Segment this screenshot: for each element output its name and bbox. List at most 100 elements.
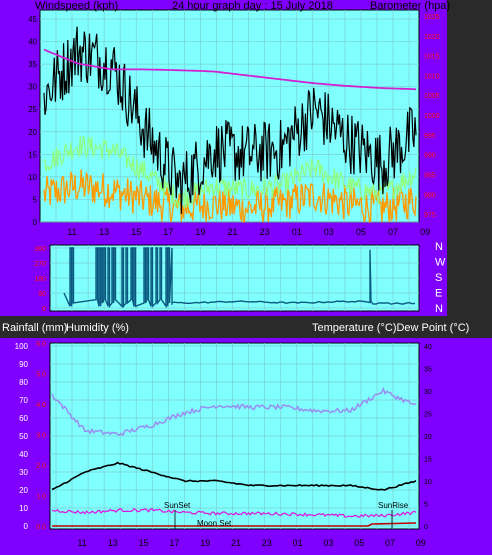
climate-series	[51, 386, 417, 527]
humidity-label: Humidity (%)	[66, 322, 129, 334]
barometer-ytick-label: 985	[424, 172, 436, 179]
wind-series	[43, 26, 417, 224]
rainfall-ytick-label: 4.0	[36, 402, 46, 409]
wind-xtick-label: 11	[67, 227, 76, 237]
climate-xtick-label: 21	[231, 538, 241, 548]
humidity-ytick-label: 50	[19, 432, 28, 441]
compass-label: N	[435, 303, 443, 315]
moonset-label: Moon Set	[197, 519, 232, 528]
barometer-ytick-label: 980	[424, 192, 436, 199]
climate-xtick-label: 13	[108, 538, 118, 548]
direction-ytick-label: 360	[34, 246, 46, 253]
climate-xtick-label: 17	[169, 538, 179, 548]
humidity-ytick-label: 90	[19, 360, 28, 369]
barometer-ytick-label: 1010	[424, 73, 440, 80]
rainfall-label: Rainfall (mm)	[2, 322, 67, 334]
humidity-ytick-label: 0	[24, 522, 29, 531]
rainfall-ytick-label: 1.0	[36, 494, 46, 501]
climate-ticks: 01020304050607080901000.01.02.03.04.05.0…	[15, 341, 432, 548]
wind-xtick-label: 03	[324, 227, 334, 237]
rainfall-line	[52, 522, 417, 527]
humidity-ytick-label: 100	[15, 342, 29, 351]
wind-ytick-label: 0	[33, 218, 38, 227]
temperature-line	[51, 461, 417, 491]
direction-ytick-label: 0	[42, 306, 46, 313]
barometer-ytick-label: 990	[424, 153, 436, 160]
temperature-ytick-label: 5	[424, 502, 428, 509]
climate-xtick-label: 19	[200, 538, 210, 548]
climate-xtick-label: 03	[323, 538, 333, 548]
wind-ytick-label: 35	[28, 60, 37, 69]
wind-ytick-label: 25	[28, 105, 37, 114]
compass-label: W	[435, 257, 446, 269]
temperature-ytick-label: 35	[424, 367, 432, 374]
direction-ytick-label: 180	[34, 276, 46, 283]
wind-ytick-label: 30	[28, 83, 37, 92]
wind-xtick-label: 21	[227, 227, 237, 237]
temperature-ytick-label: 15	[424, 457, 432, 464]
dewpoint-line	[51, 508, 417, 518]
wind-xtick-label: 15	[131, 227, 141, 237]
temperature-ytick-label: 25	[424, 412, 432, 419]
rainfall-ytick-label: 2.0	[36, 463, 46, 470]
humidity-ytick-label: 20	[19, 486, 28, 495]
rainfall-ytick-label: 3.0	[36, 433, 46, 440]
humidity-ytick-label: 70	[19, 396, 28, 405]
wind-xtick-label: 01	[292, 227, 302, 237]
wind-xtick-label: 19	[195, 227, 205, 237]
climate-xtick-label: 23	[262, 538, 272, 548]
rainfall-ytick-label: 5.0	[36, 372, 46, 379]
direction-series	[63, 247, 416, 309]
humidity-ytick-label: 80	[19, 378, 28, 387]
climate-xtick-label: 07	[385, 538, 395, 548]
temperature-dewpoint-label: Temperature (°C)Dew Point (°C)	[312, 322, 469, 334]
climate-grid	[50, 343, 419, 529]
humidity-ytick-label: 10	[19, 504, 28, 513]
wind-direction-line	[63, 247, 416, 309]
direction-ticks: 360 270 180 90 0	[34, 246, 46, 313]
barometer-ytick-label: 1005	[424, 93, 440, 100]
barometer-ytick-label: 1020	[424, 34, 440, 41]
wind-ytick-label: 5	[33, 195, 38, 204]
rainfall-ytick-label: 6.0	[36, 341, 46, 348]
direction-ytick-label: 90	[38, 291, 46, 298]
windspeed-label: Windspeed (kph)	[35, 0, 118, 12]
wind-xtick-label: 13	[99, 227, 109, 237]
humidity-ytick-label: 60	[19, 414, 28, 423]
climate-xtick-label: 01	[293, 538, 303, 548]
humidity-ytick-label: 40	[19, 450, 28, 459]
labels-row	[0, 316, 492, 338]
barometer-ytick-label: 1015	[424, 54, 440, 61]
sunset-label: SunSet	[164, 501, 191, 510]
compass-label: N	[435, 241, 443, 253]
wind-ytick-label: 20	[28, 128, 37, 137]
wind-speed-line	[43, 169, 417, 224]
compass-label: E	[435, 288, 442, 300]
wind-ytick-label: 10	[28, 173, 37, 182]
temperature-ytick-label: 20	[424, 434, 432, 441]
humidity-line	[51, 386, 417, 437]
wind-xtick-label: 07	[388, 227, 398, 237]
wind-xtick-label: 23	[260, 227, 270, 237]
barometer-ytick-label: 1000	[424, 113, 440, 120]
wind-ytick-label: 45	[28, 15, 37, 24]
wind-xtick-label: 09	[420, 227, 430, 237]
wind-gust-line	[43, 26, 417, 214]
barometer-line	[43, 48, 417, 91]
direction-ytick-label: 270	[34, 261, 46, 268]
graph-title: 24 hour graph day : 15 July 2018	[172, 0, 333, 12]
temperature-ytick-label: 0	[424, 524, 428, 531]
climate-xtick-label: 15	[139, 538, 149, 548]
temperature-ytick-label: 40	[424, 344, 432, 351]
barometer-ytick-label: 1025	[424, 14, 440, 21]
climate-xtick-label: 09	[416, 538, 426, 548]
climate-xtick-label: 11	[77, 538, 86, 548]
climate-xtick-label: 05	[354, 538, 364, 548]
climate-annotations: SunSet SunRise Moon Set	[164, 501, 409, 529]
temperature-ytick-label: 30	[424, 389, 432, 396]
wind-ticks: 0510152025303540459759809859909951000100…	[28, 14, 440, 237]
humidity-ytick-label: 30	[19, 468, 28, 477]
barometer-ytick-label: 975	[424, 212, 436, 219]
